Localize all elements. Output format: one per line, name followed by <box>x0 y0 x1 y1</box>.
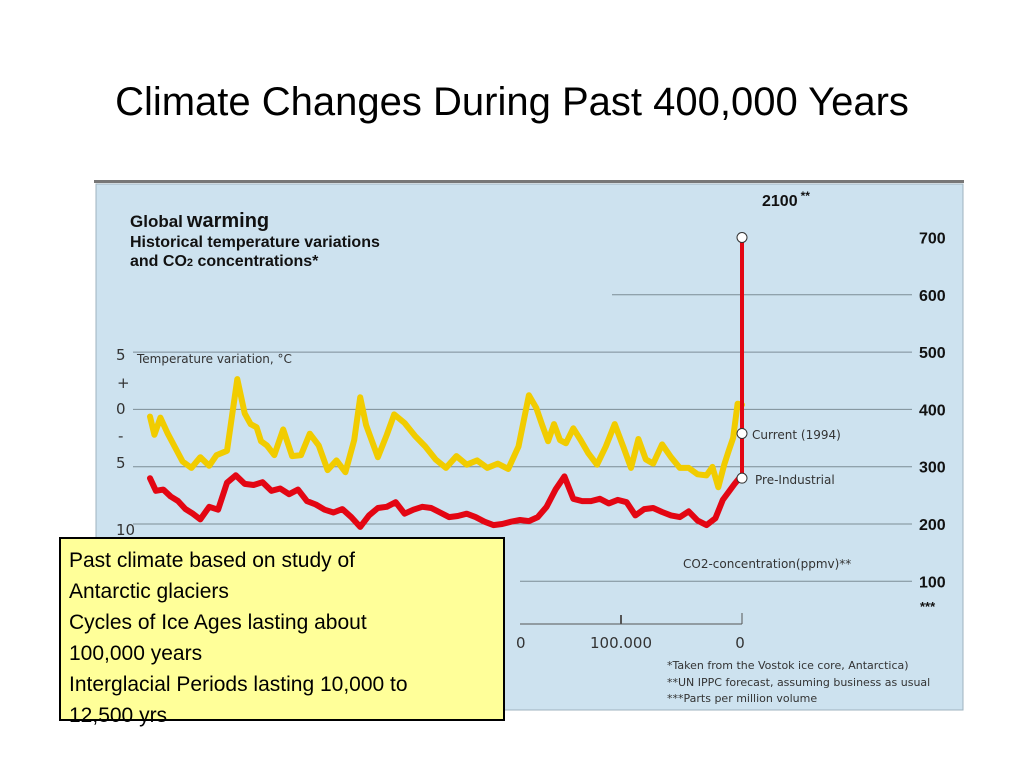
x-tick-label-partial: 0 <box>516 634 526 652</box>
chart-title: Global warming <box>130 210 269 232</box>
right-axis-extra: *** <box>920 599 936 614</box>
right-tick-100: 100 <box>919 574 946 591</box>
temperature-series-line <box>147 376 745 491</box>
left-tick-10: 10 <box>116 521 135 539</box>
marker-2100-label: 2100 ** <box>762 189 810 210</box>
x-tick-label-0: 0 <box>735 634 745 652</box>
marker-current <box>736 427 748 439</box>
right-tick-500: 500 <box>919 345 946 362</box>
marker-preindustrial-label: Pre-Industrial <box>755 473 835 487</box>
note-line-3: Cycles of Ice Ages lasting about <box>69 611 367 634</box>
right-tick-400: 400 <box>919 402 946 419</box>
chart-subtitle-line2: and CO2 concentrations* <box>130 253 319 270</box>
right-tick-300: 300 <box>919 460 946 477</box>
right-tick-700: 700 <box>919 231 946 248</box>
left-tick-minus: - <box>118 427 123 445</box>
marker-preindustrial <box>736 472 748 484</box>
right-axis-label: CO2-concentration(ppmv)** <box>683 557 851 571</box>
note-line-2: Antarctic glaciers <box>69 580 229 603</box>
left-tick-plus: + <box>117 374 130 392</box>
gridlines <box>133 294 912 582</box>
chart-subtitle-line1: Historical temperature variations <box>130 234 380 251</box>
note-line-4: 100,000 years <box>69 642 203 665</box>
footnote-3: ***Parts per million volume <box>667 692 817 705</box>
marker-2100 <box>736 232 748 243</box>
footnote-2: **UN IPPC forecast, assuming business as… <box>667 676 930 689</box>
footnote-1: *Taken from the Vostok ice core, Antarct… <box>667 659 909 672</box>
left-tick-0: 0 <box>116 400 126 418</box>
note-box: Past climate based on study of Antarctic… <box>59 537 505 727</box>
chart-top-rule <box>94 180 964 183</box>
chart-title-warming: warming <box>186 210 269 232</box>
left-tick-minus-5: 5 <box>116 454 126 472</box>
left-tick-5: 5 <box>116 346 126 364</box>
note-line-1: Past climate based on study of <box>69 549 355 572</box>
right-tick-200: 200 <box>919 517 946 534</box>
right-tick-600: 600 <box>919 288 946 305</box>
subtitle-concentrations: concentrations* <box>193 253 319 270</box>
chart-title-global: Global <box>130 212 183 231</box>
slide-title: Climate Changes During Past 400,000 Year… <box>115 80 909 124</box>
note-line-5: Interglacial Periods lasting 10,000 to <box>69 673 408 696</box>
co2-series-line <box>147 472 743 530</box>
note-line-6: 12,500 yrs <box>69 704 168 727</box>
right-axis-ticks: 700 600 500 400 300 200 100 <box>919 231 946 592</box>
x-tick-label-100000: 100.000 <box>590 634 652 652</box>
marker-current-label: Current (1994) <box>752 428 841 442</box>
subtitle-sub-2: 2 <box>187 257 193 269</box>
left-axis-label: Temperature variation, °C <box>136 352 292 366</box>
co2-markers <box>736 232 748 484</box>
subtitle-and-co: and CO <box>130 253 187 270</box>
